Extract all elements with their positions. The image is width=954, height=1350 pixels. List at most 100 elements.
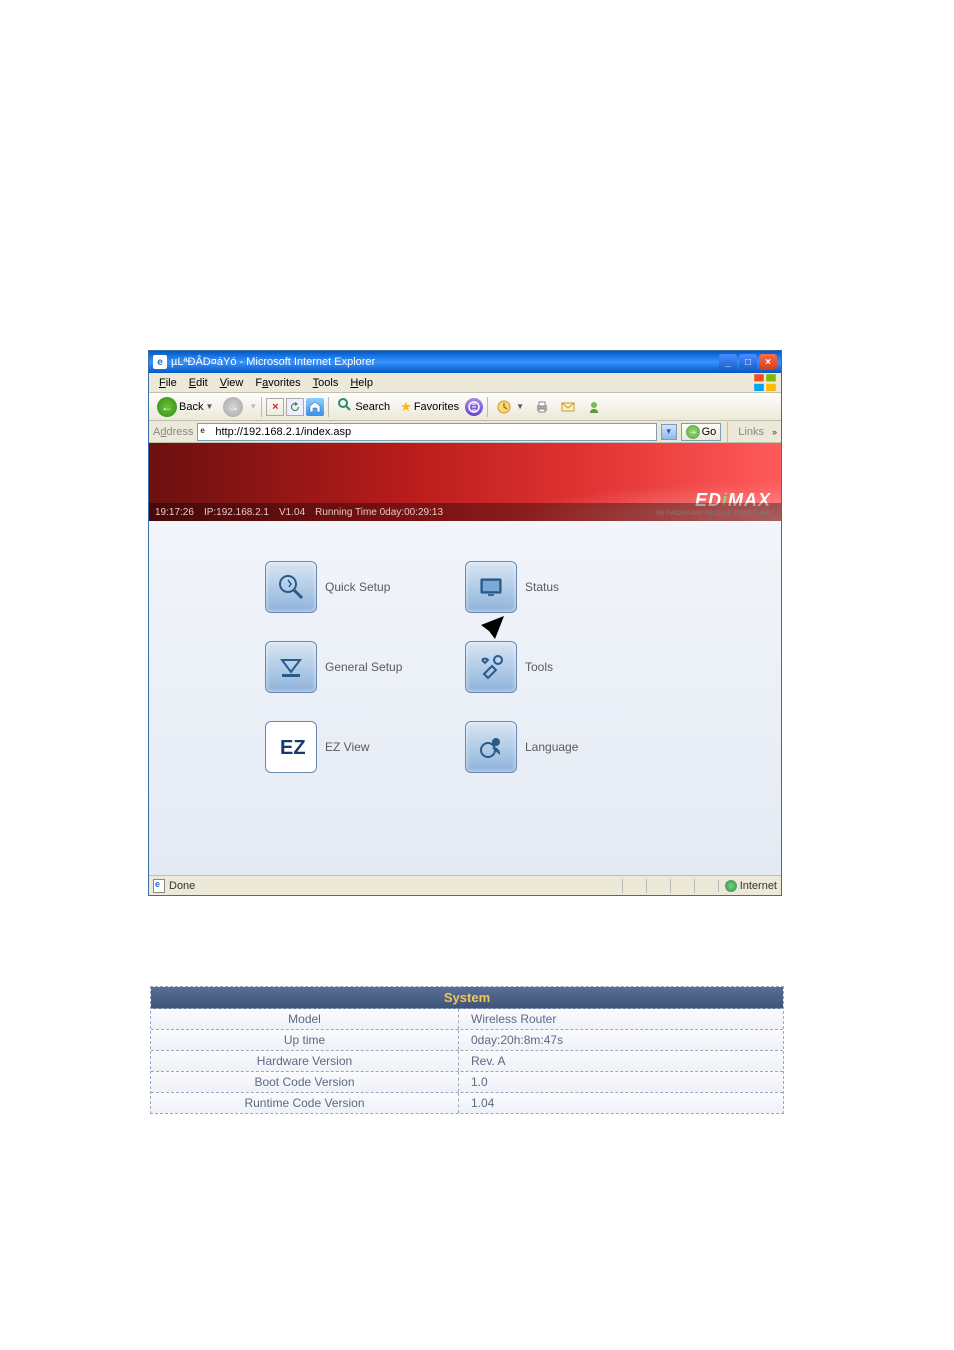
mail-button[interactable] — [556, 397, 580, 417]
router-header-banner: EDiMAX NETWORKING PEOPLE TOGETHER 19:17:… — [149, 443, 781, 521]
table-row: Model Wireless Router — [151, 1009, 783, 1030]
status-version: V1.04 — [279, 507, 305, 518]
menu-help[interactable]: Help — [344, 375, 379, 391]
go-arrow-icon: → — [686, 425, 700, 439]
back-button[interactable]: ← Back ▼ — [153, 395, 217, 419]
address-input[interactable]: e http://192.168.2.1/index.asp — [197, 423, 656, 441]
maximize-button[interactable]: □ — [739, 354, 757, 370]
toolbar-separator — [261, 397, 262, 417]
menu-language[interactable]: Language — [465, 711, 665, 783]
ez-view-label: EZ View — [325, 740, 369, 754]
row-value: 0day:20h:8m:47s — [459, 1030, 783, 1050]
status-running-time: Running Time 0day:00:29:13 — [315, 507, 443, 518]
menu-file[interactable]: File — [153, 375, 183, 391]
status-pane — [646, 879, 666, 893]
toolbar-separator — [487, 397, 488, 417]
row-value: Rev. A — [459, 1051, 783, 1071]
status-time: 19:17:26 — [155, 507, 194, 518]
router-status-strip: 19:17:26 IP:192.168.2.1 V1.04 Running Ti… — [149, 503, 781, 521]
address-label: Address — [153, 426, 193, 438]
language-label: Language — [525, 740, 578, 754]
general-setup-icon — [265, 641, 317, 693]
back-dropdown-icon[interactable]: ▼ — [205, 402, 213, 411]
address-url: http://192.168.2.1/index.asp — [215, 426, 653, 438]
svg-text:EZ: EZ — [280, 737, 306, 759]
menu-view[interactable]: View — [214, 375, 250, 391]
quick-setup-icon — [265, 561, 317, 613]
history-button[interactable]: ▼ — [492, 397, 528, 417]
table-row: Runtime Code Version 1.04 — [151, 1093, 783, 1113]
search-icon — [337, 397, 353, 416]
forward-dropdown-icon: ▼ — [249, 402, 257, 411]
menu-edit[interactable]: Edit — [183, 375, 214, 391]
row-label: Up time — [151, 1030, 459, 1050]
search-button[interactable]: Search — [333, 395, 394, 418]
table-row: Hardware Version Rev. A — [151, 1051, 783, 1072]
star-icon: ★ — [400, 399, 412, 415]
home-button[interactable] — [306, 398, 324, 416]
status-bar: Done Internet — [149, 875, 781, 895]
status-pane — [622, 879, 642, 893]
links-chevron-icon[interactable]: » — [772, 427, 777, 437]
tools-label: Tools — [525, 660, 553, 674]
status-label: Status — [525, 580, 559, 594]
ez-view-icon: EZ — [265, 721, 317, 773]
go-label: Go — [702, 426, 717, 438]
menu-tools[interactable]: Tools — [307, 375, 345, 391]
toolbar: ← Back ▼ → ▼ × Search ★ Favorites — [149, 393, 781, 421]
menu-general-setup[interactable]: General Setup — [265, 631, 465, 703]
toolbar-separator — [727, 422, 728, 442]
page-content: EDiMAX NETWORKING PEOPLE TOGETHER 19:17:… — [149, 443, 781, 875]
window-controls: _ □ × — [719, 354, 777, 370]
links-label[interactable]: Links — [734, 426, 768, 438]
status-icon — [465, 561, 517, 613]
search-label: Search — [355, 401, 390, 413]
row-label: Runtime Code Version — [151, 1093, 459, 1113]
row-value: 1.0 — [459, 1072, 783, 1092]
status-done: Done — [169, 880, 195, 892]
ie-browser-window: e µLªÐÂD¤áYó - Microsoft Internet Explor… — [148, 350, 782, 896]
quick-setup-label: Quick Setup — [325, 580, 390, 594]
window-title: µLªÐÂD¤áYó - Microsoft Internet Explorer — [171, 356, 719, 368]
table-row: Up time 0day:20h:8m:47s — [151, 1030, 783, 1051]
system-info-table: System Model Wireless Router Up time 0da… — [150, 986, 784, 1114]
internet-zone-icon — [725, 880, 737, 892]
general-setup-label: General Setup — [325, 660, 402, 674]
address-bar: Address e http://192.168.2.1/index.asp ▾… — [149, 421, 781, 443]
windows-flag-icon — [753, 375, 777, 391]
forward-arrow-icon: → — [223, 397, 243, 417]
minimize-button[interactable]: _ — [719, 354, 737, 370]
menu-favorites[interactable]: Favorites — [249, 375, 306, 391]
address-dropdown-button[interactable]: ▾ — [661, 424, 677, 440]
system-table-header: System — [151, 987, 783, 1009]
favorites-button[interactable]: ★ Favorites — [396, 397, 463, 417]
language-icon — [465, 721, 517, 773]
status-pane — [670, 879, 690, 893]
pointer-arrow-icon — [449, 611, 509, 671]
toolbar-separator — [328, 397, 329, 417]
back-label: Back — [179, 401, 203, 413]
close-button[interactable]: × — [759, 354, 777, 370]
refresh-button[interactable] — [286, 398, 304, 416]
stop-button[interactable]: × — [266, 398, 284, 416]
title-bar: e µLªÐÂD¤áYó - Microsoft Internet Explor… — [149, 351, 781, 373]
table-row: Boot Code Version 1.0 — [151, 1072, 783, 1093]
security-zone: Internet — [718, 880, 777, 892]
row-label: Boot Code Version — [151, 1072, 459, 1092]
row-value: 1.04 — [459, 1093, 783, 1113]
menu-ez-view[interactable]: EZ EZ View — [265, 711, 465, 783]
row-label: Hardware Version — [151, 1051, 459, 1071]
row-value: Wireless Router — [459, 1009, 783, 1029]
page-icon: e — [200, 426, 212, 438]
media-button[interactable] — [465, 398, 483, 416]
print-button[interactable] — [530, 397, 554, 417]
zone-label: Internet — [740, 880, 777, 892]
menu-bar: File Edit View Favorites Tools Help — [149, 373, 781, 393]
status-ip: IP:192.168.2.1 — [204, 507, 269, 518]
menu-quick-setup[interactable]: Quick Setup — [265, 551, 465, 623]
status-page-icon — [153, 879, 165, 893]
forward-button[interactable]: → — [219, 395, 247, 419]
ie-icon: e — [153, 355, 167, 369]
go-button[interactable]: → Go — [681, 423, 722, 441]
messenger-button[interactable] — [582, 397, 606, 417]
